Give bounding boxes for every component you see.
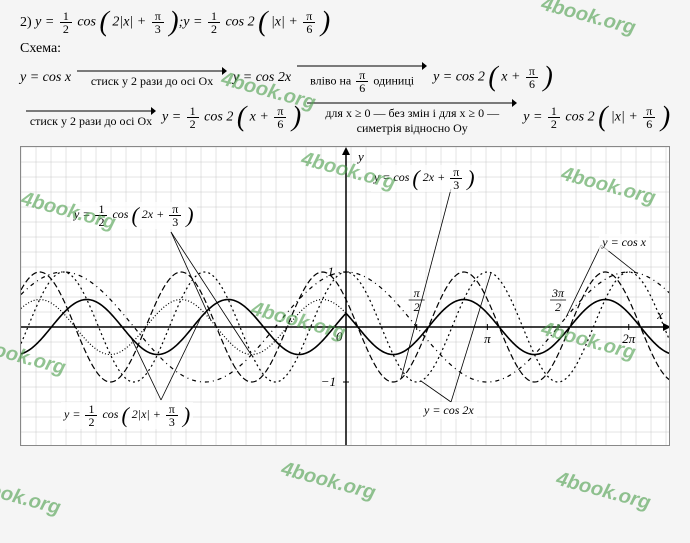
graph-label-cos2xshift: y = cos ( 2x + π3 )	[371, 165, 478, 192]
watermark: 4book.org	[0, 473, 63, 520]
arrow-3: стиск у 2 рази до осі Ox	[26, 106, 156, 129]
flow-row-2: стиск у 2 рази до осі Ox y = 12 cos 2 ( …	[20, 98, 670, 136]
svg-text:−1: −1	[321, 374, 336, 389]
graph-panel: yx01−1π2π3π22π y = cos ( 2x + π3 ) y = 1…	[20, 146, 670, 446]
problem-eq1: y = 12 cos ( 2|x| + π3 )	[35, 10, 178, 35]
flow-f3: y = cos 2 ( x + π6 )	[433, 65, 553, 90]
function-graph: yx01−1π2π3π22π	[21, 147, 669, 445]
svg-text:0: 0	[336, 329, 343, 344]
svg-text:3π: 3π	[551, 286, 565, 300]
flow-f2: y = cos 2x	[233, 70, 291, 86]
flow-row-1: y = cos x стиск у 2 рази до осі Ox y = c…	[20, 61, 670, 94]
problem-number: 2)	[20, 15, 32, 31]
svg-text:2: 2	[555, 300, 561, 314]
problem-eq2: y = 12 cos 2 ( |x| + π6 )	[183, 10, 330, 35]
svg-text:π: π	[414, 286, 421, 300]
svg-text:1: 1	[328, 264, 335, 279]
svg-text:2π: 2π	[622, 331, 636, 346]
graph-label-half-cos2absx: y = 12 cos ( 2|x| + π3 )	[61, 402, 193, 429]
watermark: 4book.org	[554, 468, 653, 515]
flow-f4: y = 12 cos 2 ( x + π6 )	[162, 105, 301, 130]
flow-f1: y = cos x	[20, 70, 71, 86]
svg-text:π: π	[484, 331, 491, 346]
arrow-1: стиск у 2 рази до осі Ox	[77, 66, 227, 89]
flow-f5: y = 12 cos 2 ( |x| + π6 )	[523, 105, 670, 130]
scheme-label: Схема:	[20, 41, 670, 57]
graph-label-cos2x: y = cos 2x	[421, 402, 477, 419]
watermark: 4book.org	[279, 458, 378, 505]
svg-text:y: y	[356, 149, 364, 164]
arrow-2: вліво на π6 одиниці	[297, 61, 427, 94]
graph-label-cosx: y = cos x	[599, 234, 649, 251]
problem-line: 2) y = 12 cos ( 2|x| + π3 ) ; y = 12 cos…	[20, 10, 670, 35]
arrow-4: для x ≥ 0 — без змін і для x ≥ 0 — симет…	[307, 98, 517, 136]
graph-label-half-cos2xshift: y = 12 cos ( 2x + π3 )	[71, 202, 197, 229]
